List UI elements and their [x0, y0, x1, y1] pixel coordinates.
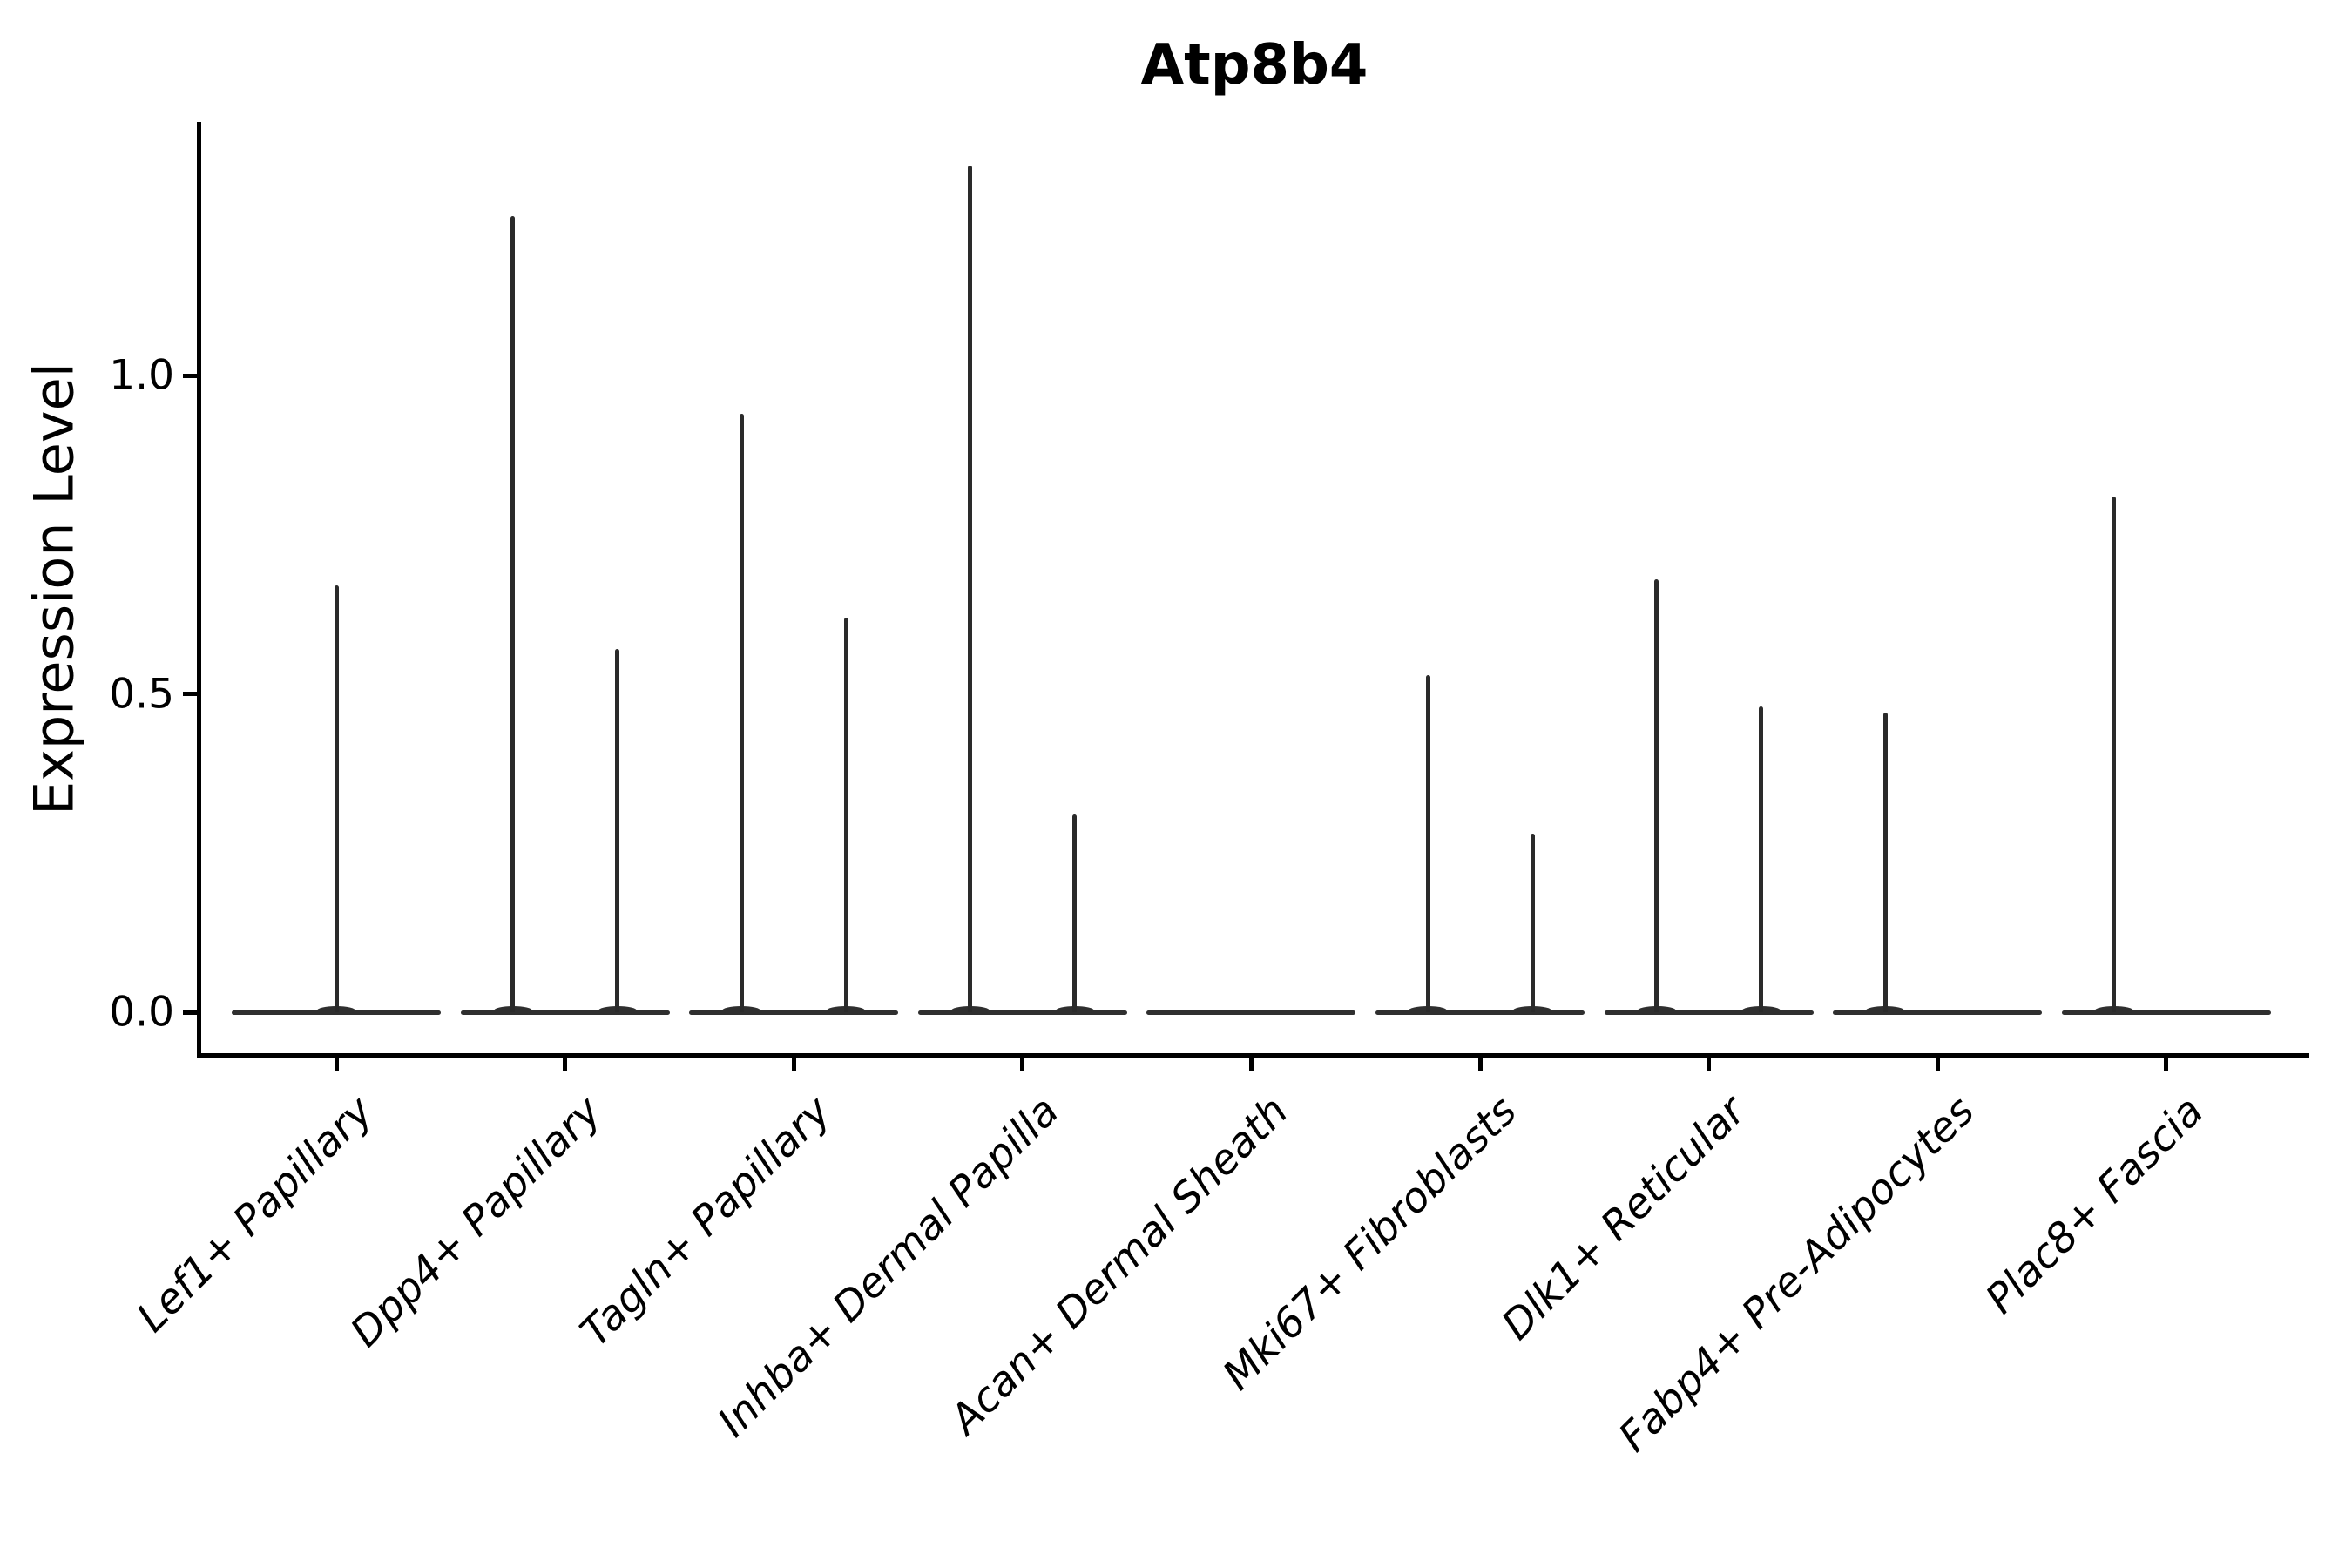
x-tick-label: Dpp4+ Papillary	[341, 1087, 612, 1357]
violin-baseline	[689, 1010, 899, 1015]
violin-spike	[1072, 814, 1078, 1012]
x-tick-mark	[2164, 1058, 2169, 1071]
x-tick-mark	[1935, 1058, 1940, 1071]
x-axis-spine	[197, 1053, 2309, 1058]
y-tick-mark	[183, 373, 197, 378]
violin-spike	[968, 165, 973, 1012]
violin-baseline	[1604, 1010, 1814, 1015]
violin-spike	[1654, 578, 1659, 1012]
chart-title: Atp8b4	[1140, 33, 1369, 98]
x-tick-mark	[334, 1058, 339, 1071]
x-tick-mark	[791, 1058, 796, 1071]
violin-baseline	[1833, 1010, 2043, 1015]
y-tick-label: 0.5	[109, 670, 174, 718]
violin-spike	[2112, 496, 2117, 1012]
violin-spike	[1425, 674, 1430, 1012]
x-tick-label: Plac8+ Fascia	[1976, 1087, 2213, 1324]
violin-spike	[1530, 834, 1535, 1012]
violin-spike	[739, 413, 744, 1012]
violin-baseline	[917, 1010, 1127, 1015]
violin-baseline	[1375, 1010, 1585, 1015]
y-tick-label: 1.0	[109, 351, 174, 400]
x-tick-label: Dlk1+ Reticular	[1492, 1087, 1755, 1349]
x-tick-label: Lef1+ Papillary	[127, 1087, 382, 1342]
violin-spike	[1882, 713, 1888, 1012]
y-axis-spine	[197, 122, 201, 1058]
violin-baseline	[460, 1010, 670, 1015]
x-tick-mark	[1707, 1058, 1712, 1071]
violin-spike	[843, 617, 848, 1012]
violin-baseline	[1146, 1010, 1356, 1015]
y-tick-label: 0.0	[109, 988, 174, 1037]
violin-spike	[615, 649, 620, 1012]
violin-spike	[334, 585, 339, 1012]
x-tick-label: Tagln+ Papillary	[571, 1087, 841, 1356]
y-axis-label: Expression Level	[22, 362, 86, 815]
y-tick-mark	[183, 692, 197, 696]
violin-spike	[510, 216, 516, 1012]
x-tick-mark	[1248, 1058, 1254, 1071]
x-tick-mark	[1477, 1058, 1483, 1071]
x-tick-mark	[1020, 1058, 1025, 1071]
x-tick-mark	[563, 1058, 568, 1071]
violin-spike	[1759, 706, 1764, 1012]
y-tick-mark	[183, 1010, 197, 1015]
violin-baseline	[2061, 1010, 2271, 1015]
